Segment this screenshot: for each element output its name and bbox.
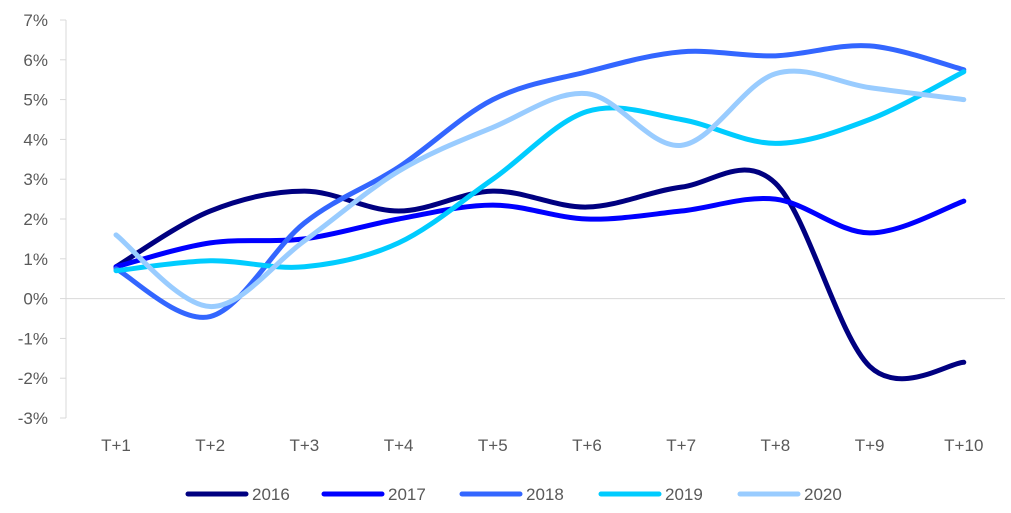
x-tick-label: T+8	[761, 436, 791, 455]
x-tick-label: T+9	[855, 436, 885, 455]
x-tick-label: T+3	[290, 436, 320, 455]
x-tick-label: T+10	[944, 436, 983, 455]
series-lines	[113, 43, 967, 382]
series-line-2019	[113, 69, 967, 274]
series-line-2016	[113, 167, 967, 382]
y-tick-label: 5%	[23, 91, 48, 110]
legend-label-2016: 2016	[252, 485, 290, 504]
series-line-2020	[113, 68, 967, 310]
y-tick-label: 0%	[23, 290, 48, 309]
y-tick-label: -1%	[18, 329, 48, 348]
y-tick-label: -2%	[18, 369, 48, 388]
axes: -3% -2% -1% 0% 1% 2% 3% 4% 5% 6% 7% T+1 T+2 T+3 T+4 T+5…	[18, 11, 1005, 455]
y-tick-label: -3%	[18, 409, 48, 428]
x-tick-label: T+4	[384, 436, 414, 455]
legend-label-2020: 2020	[804, 485, 842, 504]
legend-label-2019: 2019	[665, 485, 703, 504]
y-tick-label: 4%	[23, 130, 48, 149]
legend-label-2017: 2017	[388, 485, 426, 504]
x-tick-label: T+7	[666, 436, 696, 455]
y-tick-label: 6%	[23, 51, 48, 70]
x-tick-label: T+5	[478, 436, 508, 455]
y-tick-label: 3%	[23, 170, 48, 189]
x-tick-label: T+2	[195, 436, 225, 455]
y-tick-label: 7%	[23, 11, 48, 30]
series-line-2018	[113, 43, 967, 320]
legend: 2016 2017 2018 2019 2020	[185, 485, 842, 504]
y-tick-label: 1%	[23, 250, 48, 269]
x-tick-label: T+6	[572, 436, 602, 455]
legend-label-2018: 2018	[526, 485, 564, 504]
y-tick-label: 2%	[23, 210, 48, 229]
x-tick-label: T+1	[101, 436, 131, 455]
series-line-2017	[113, 195, 967, 270]
